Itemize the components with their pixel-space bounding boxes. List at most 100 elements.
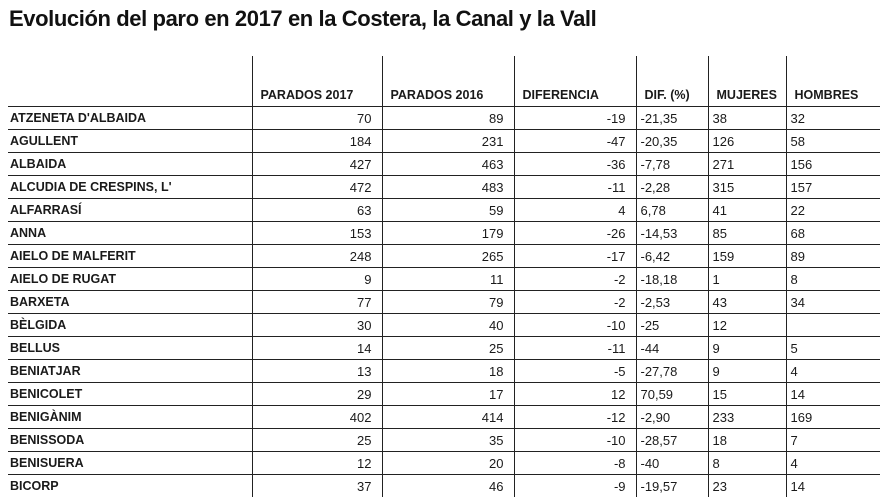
diferencia-cell: -11 [514, 176, 636, 199]
hombres-cell: 89 [786, 245, 880, 268]
parados-2016-cell: 463 [382, 153, 514, 176]
municipality-cell: ATZENETA D'ALBAIDA [8, 107, 252, 130]
dif-percent-cell: -2,53 [636, 291, 708, 314]
hombres-cell: 14 [786, 475, 880, 497]
dif-percent-cell: -28,57 [636, 429, 708, 452]
municipality-cell: ANNA [8, 222, 252, 245]
municipality-cell: BENIGÀNIM [8, 406, 252, 429]
hombres-cell: 7 [786, 429, 880, 452]
parados-2017-cell: 12 [252, 452, 382, 475]
mujeres-cell: 126 [708, 130, 786, 153]
dif-percent-cell: -25 [636, 314, 708, 337]
dif-percent-cell: 6,78 [636, 199, 708, 222]
header-hombres: HOMBRES [786, 56, 880, 107]
diferencia-cell: 4 [514, 199, 636, 222]
municipality-cell: AGULLENT [8, 130, 252, 153]
dif-percent-cell: -19,57 [636, 475, 708, 497]
diferencia-cell: -11 [514, 337, 636, 360]
hombres-cell: 4 [786, 452, 880, 475]
municipality-cell: BICORP [8, 475, 252, 497]
hombres-cell: 169 [786, 406, 880, 429]
parados-2017-cell: 30 [252, 314, 382, 337]
municipality-cell: BENISUERA [8, 452, 252, 475]
dif-percent-cell: -27,78 [636, 360, 708, 383]
municipality-cell: BENIATJAR [8, 360, 252, 383]
hombres-cell: 8 [786, 268, 880, 291]
mujeres-cell: 315 [708, 176, 786, 199]
parados-2016-cell: 483 [382, 176, 514, 199]
hombres-cell: 157 [786, 176, 880, 199]
table-header-row: PARADOS 2017 PARADOS 2016 DIFERENCIA DIF… [8, 56, 880, 107]
header-municipality [8, 56, 252, 107]
dif-percent-cell: -18,18 [636, 268, 708, 291]
dif-percent-cell: -44 [636, 337, 708, 360]
municipality-cell: BARXETA [8, 291, 252, 314]
parados-2016-cell: 11 [382, 268, 514, 291]
dif-percent-cell: -2,28 [636, 176, 708, 199]
dif-percent-cell: -14,53 [636, 222, 708, 245]
municipality-cell: AIELO DE MALFERIT [8, 245, 252, 268]
mujeres-cell: 18 [708, 429, 786, 452]
municipality-cell: ALFARRASÍ [8, 199, 252, 222]
diferencia-cell: -36 [514, 153, 636, 176]
header-dif-percent: DIF. (%) [636, 56, 708, 107]
hombres-cell: 14 [786, 383, 880, 406]
municipality-cell: BELLUS [8, 337, 252, 360]
hombres-cell: 58 [786, 130, 880, 153]
hombres-cell [786, 314, 880, 337]
mujeres-cell: 1 [708, 268, 786, 291]
mujeres-cell: 12 [708, 314, 786, 337]
header-mujeres: MUJERES [708, 56, 786, 107]
mujeres-cell: 233 [708, 406, 786, 429]
parados-2016-cell: 20 [382, 452, 514, 475]
mujeres-cell: 43 [708, 291, 786, 314]
mujeres-cell: 9 [708, 337, 786, 360]
dif-percent-cell: -40 [636, 452, 708, 475]
hombres-cell: 4 [786, 360, 880, 383]
diferencia-cell: -19 [514, 107, 636, 130]
diferencia-cell: -12 [514, 406, 636, 429]
parados-2017-cell: 402 [252, 406, 382, 429]
hombres-cell: 5 [786, 337, 880, 360]
mujeres-cell: 15 [708, 383, 786, 406]
mujeres-cell: 9 [708, 360, 786, 383]
parados-2016-cell: 18 [382, 360, 514, 383]
dif-percent-cell: -6,42 [636, 245, 708, 268]
parados-2016-cell: 179 [382, 222, 514, 245]
parados-2016-cell: 40 [382, 314, 514, 337]
mujeres-cell: 271 [708, 153, 786, 176]
parados-2016-cell: 79 [382, 291, 514, 314]
parados-2017-cell: 14 [252, 337, 382, 360]
municipality-cell: BENICOLET [8, 383, 252, 406]
header-parados-2016: PARADOS 2016 [382, 56, 514, 107]
dif-percent-cell: 70,59 [636, 383, 708, 406]
mujeres-cell: 41 [708, 199, 786, 222]
header-parados-2017: PARADOS 2017 [252, 56, 382, 107]
dif-percent-cell: -21,35 [636, 107, 708, 130]
unemployment-table: PARADOS 2017 PARADOS 2016 DIFERENCIA DIF… [8, 56, 880, 497]
municipality-cell: AIELO DE RUGAT [8, 268, 252, 291]
diferencia-cell: -26 [514, 222, 636, 245]
mujeres-cell: 38 [708, 107, 786, 130]
parados-2017-cell: 70 [252, 107, 382, 130]
diferencia-cell: -10 [514, 429, 636, 452]
parados-2017-cell: 9 [252, 268, 382, 291]
header-diferencia: DIFERENCIA [514, 56, 636, 107]
mujeres-cell: 159 [708, 245, 786, 268]
diferencia-cell: -5 [514, 360, 636, 383]
parados-2017-cell: 77 [252, 291, 382, 314]
diferencia-cell: -2 [514, 291, 636, 314]
